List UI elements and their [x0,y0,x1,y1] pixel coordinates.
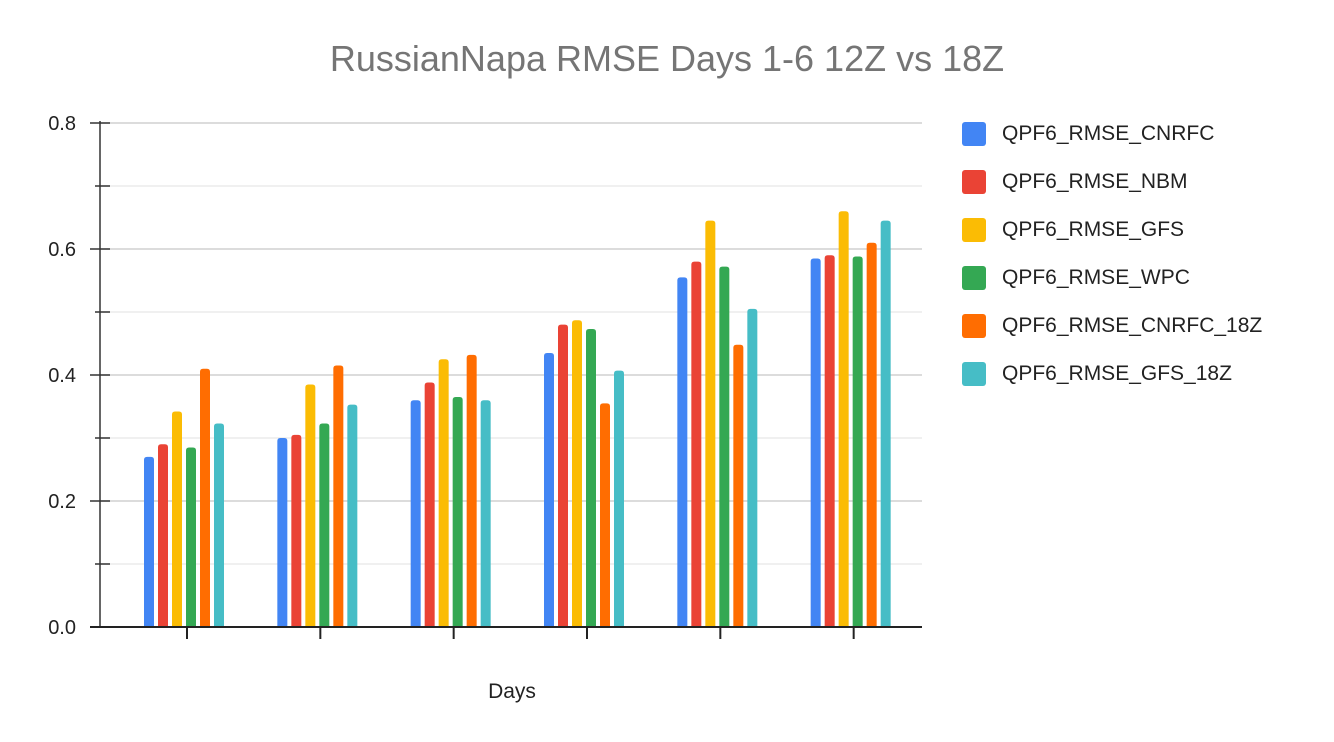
bar-qpf6-rmse-cnrfc-18z [333,365,344,627]
legend-item: QPF6_RMSE_CNRFC_18Z [962,302,1262,350]
bar-qpf6-rmse-wpc [319,423,330,627]
bars [144,211,891,628]
bar-qpf6-rmse-gfs-18z [347,404,358,627]
bar-qpf6-rmse-wpc [186,447,196,627]
legend-label: QPF6_RMSE_GFS [1002,218,1185,241]
bar-qpf6-rmse-gfs [572,320,582,627]
bar-qpf6-rmse-gfs [438,359,449,627]
legend-label: QPF6_RMSE_NBM [1002,170,1188,193]
legend-swatch [962,218,986,242]
bar-qpf6-rmse-cnrfc [544,352,554,627]
legend: QPF6_RMSE_CNRFC QPF6_RMSE_NBM QPF6_RMSE_GF… [962,110,1262,398]
bar-qpf6-rmse-cnrfc-18z [200,368,210,627]
legend-swatch [962,122,986,146]
chart-title: RussianNapa RMSE Days 1-6 12Z vs 18Z [329,38,1005,79]
bar-qpf6-rmse-cnrfc [810,258,821,627]
bar-qpf6-rmse-cnrfc-18z [600,403,610,627]
legend-swatch [962,362,986,386]
y-tick-label: 0.2 [48,491,76,513]
legend-label: QPF6_RMSE_CNRFC [1002,122,1215,145]
bar-qpf6-rmse-cnrfc-18z [466,354,477,627]
bar-qpf6-rmse-cnrfc-18z [866,242,877,627]
bar-qpf6-rmse-cnrfc [144,456,154,627]
bar-qpf6-rmse-nbm [291,434,302,627]
bar-qpf6-rmse-cnrfc [677,277,688,627]
bar-qpf6-rmse-gfs-18z [480,400,491,627]
bar-qpf6-rmse-gfs [305,384,316,627]
bar-qpf6-rmse-nbm [158,444,168,627]
bar-qpf6-rmse-nbm [424,382,435,627]
bar-qpf6-rmse-nbm [558,324,568,627]
bar-qpf6-rmse-gfs-18z [880,220,891,627]
bar-qpf6-rmse-nbm [691,261,702,627]
bar-qpf6-rmse-gfs [838,211,849,627]
bar-qpf6-rmse-cnrfc [277,438,288,627]
bar-qpf6-rmse-gfs-18z [614,370,624,627]
legend-swatch [962,266,986,290]
x-axis-label: Days [488,680,536,703]
y-tick-label: 0.8 [48,113,76,135]
bar-qpf6-rmse-gfs [172,411,182,627]
bar-qpf6-rmse-nbm [824,255,835,628]
legend-swatch [962,170,986,194]
legend-label: QPF6_RMSE_GFS_18Z [1002,362,1232,385]
bar-qpf6-rmse-gfs-18z [214,423,224,627]
legend-label: QPF6_RMSE_CNRFC_18Z [1002,314,1263,337]
bar-qpf6-rmse-wpc [586,329,596,627]
tick-labels: 0.0 0.2 0.4 0.6 0.8 [48,113,76,639]
legend-item: QPF6_RMSE_WPC [962,254,1262,302]
legend-item: QPF6_RMSE_GFS [962,206,1262,254]
legend-item: QPF6_RMSE_GFS_18Z [962,350,1262,398]
legend-item: QPF6_RMSE_CNRFC [962,110,1262,158]
bar-qpf6-rmse-wpc [452,397,463,627]
gridlines [100,122,922,565]
legend-label: QPF6_RMSE_WPC [1002,266,1190,289]
bar-qpf6-rmse-gfs [705,220,716,627]
y-tick-label: 0.4 [48,365,76,387]
bar-qpf6-rmse-wpc [719,266,730,627]
axes [90,121,922,639]
bar-qpf6-rmse-cnrfc-18z [733,344,744,627]
y-tick-label: 0.6 [48,239,76,261]
bar-qpf6-rmse-wpc [852,256,863,627]
bar-qpf6-rmse-gfs-18z [747,308,758,627]
legend-item: QPF6_RMSE_NBM [962,158,1262,206]
y-tick-label: 0.0 [48,617,76,639]
bar-qpf6-rmse-cnrfc [410,400,421,627]
legend-swatch [962,314,986,338]
